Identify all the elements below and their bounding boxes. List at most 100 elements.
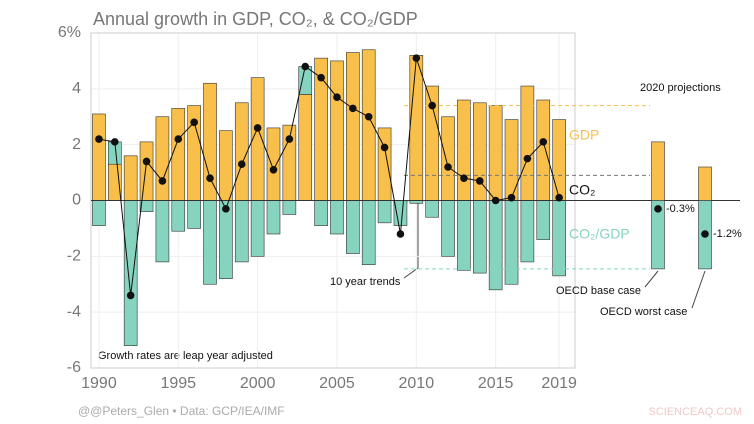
projection-label: OECD worst case <box>600 306 687 318</box>
leader <box>644 270 659 288</box>
bar <box>203 200 217 285</box>
watermark: SCIENCEAQ.COM <box>648 406 742 418</box>
bar <box>536 99 551 201</box>
bar <box>441 200 455 257</box>
point <box>491 196 500 205</box>
bar <box>552 119 566 201</box>
legend-label: CO₂ <box>569 182 595 198</box>
point <box>654 205 662 213</box>
trend-label: 10 year trends <box>330 276 401 288</box>
bar <box>536 200 551 240</box>
bar <box>155 116 170 201</box>
bar <box>409 55 424 201</box>
bar <box>651 141 665 201</box>
leader <box>403 267 419 279</box>
bar <box>203 82 217 201</box>
bar <box>314 200 328 226</box>
bar <box>123 200 138 346</box>
bar <box>219 130 233 201</box>
point <box>364 112 373 121</box>
bar <box>651 200 665 270</box>
bar <box>393 200 408 226</box>
point <box>253 124 262 132</box>
point <box>174 135 183 143</box>
point <box>701 230 709 238</box>
point <box>190 118 198 127</box>
x-tick-label: 1990 <box>81 375 117 392</box>
bar <box>139 141 154 201</box>
x-tick-label: 2005 <box>319 375 355 392</box>
note: Growth rates are leap year adjusted <box>98 350 273 362</box>
bar <box>472 200 487 274</box>
y-tick-label: -4 <box>67 303 81 320</box>
point <box>428 101 436 110</box>
point <box>206 174 214 182</box>
point <box>237 160 246 169</box>
bar <box>520 200 535 263</box>
bar <box>266 200 281 235</box>
bar <box>504 119 519 201</box>
y-tick-label: 4 <box>72 80 81 97</box>
point <box>523 154 532 163</box>
bar <box>377 200 392 224</box>
legend-label: GDP <box>569 127 599 143</box>
projection-label: OECD base case <box>556 285 641 297</box>
y-tick-label: 6% <box>58 24 81 41</box>
credit: @@Peters_Glen • Data: GCP/IEA/IMF <box>78 404 285 418</box>
point <box>539 138 548 146</box>
bar <box>346 52 360 201</box>
legend-label: CO₂/GDP <box>569 226 630 242</box>
point <box>555 193 563 202</box>
chart-title: Annual growth in GDP, CO₂, & CO₂/GDP <box>93 9 418 29</box>
bar <box>298 66 313 95</box>
bar <box>488 200 503 291</box>
point <box>222 205 230 213</box>
x-tick-label: 2000 <box>240 375 276 392</box>
y-tick-label: 0 <box>72 192 81 209</box>
bar <box>488 105 503 201</box>
leader <box>691 270 706 309</box>
bar <box>425 200 439 218</box>
bar <box>234 200 249 263</box>
bar <box>441 116 455 201</box>
point <box>412 54 421 62</box>
bar <box>330 200 344 235</box>
value-label: -1.2% <box>713 228 742 240</box>
bar <box>171 200 186 232</box>
point <box>111 138 119 146</box>
bar <box>330 60 344 201</box>
bar <box>346 200 360 254</box>
point <box>158 177 167 185</box>
x-tick-label: 2010 <box>399 375 435 392</box>
point <box>507 193 516 202</box>
y-tick-label: 2 <box>72 136 81 153</box>
bar <box>698 166 712 201</box>
bar <box>282 200 297 215</box>
bar <box>457 99 471 201</box>
value-label: -0.3% <box>666 203 695 215</box>
bar <box>361 200 376 266</box>
bar <box>234 102 249 201</box>
bar <box>250 200 265 257</box>
point <box>349 104 357 113</box>
point <box>396 230 405 238</box>
bar <box>457 200 471 271</box>
bar <box>187 200 201 229</box>
x-tick-label: 1995 <box>160 375 196 392</box>
bar <box>123 155 138 201</box>
point <box>333 93 341 102</box>
line <box>98 57 560 296</box>
point <box>95 135 103 143</box>
bar <box>298 94 313 201</box>
y-tick-label: -2 <box>67 248 81 265</box>
x-tick-label: 2019 <box>541 375 577 392</box>
bar <box>171 108 186 201</box>
point <box>460 174 468 182</box>
projection-title: 2020 projections <box>640 82 721 94</box>
point <box>269 165 278 174</box>
bar <box>266 127 281 201</box>
point <box>444 163 452 171</box>
x-tick-label: 2015 <box>478 375 514 392</box>
point <box>380 143 389 152</box>
